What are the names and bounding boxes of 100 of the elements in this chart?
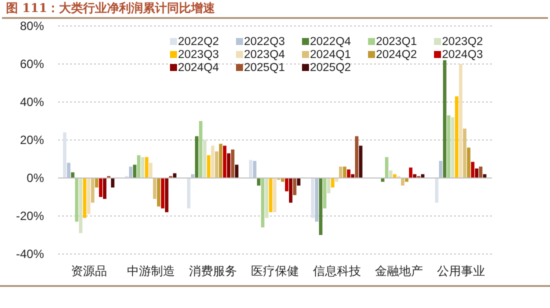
bar (339, 166, 342, 178)
bar (443, 60, 446, 178)
chart-title: 图 111：大类行业净利润累计同比增速 (6, 0, 216, 17)
legend-label: 2022Q3 (244, 36, 285, 48)
bar (265, 178, 268, 218)
bar (447, 115, 450, 178)
bar (439, 160, 442, 178)
bar (231, 150, 234, 178)
bar (385, 157, 388, 178)
bar (311, 178, 314, 218)
bar (467, 148, 470, 178)
bar (165, 178, 168, 212)
bar (261, 178, 264, 228)
bar (87, 178, 90, 214)
bar (335, 178, 338, 182)
legend-label: 2022Q2 (178, 36, 219, 48)
bar (63, 132, 66, 178)
legend-label: 2023Q1 (376, 36, 417, 48)
bar (111, 178, 114, 188)
bar (99, 178, 102, 197)
bar (435, 178, 438, 203)
y-tick-label: -20% (16, 209, 44, 223)
bar (405, 178, 408, 182)
bar (191, 174, 194, 178)
bar (83, 178, 86, 218)
bar (381, 178, 384, 182)
bar (195, 136, 198, 178)
bar (409, 168, 412, 178)
bar (219, 144, 222, 178)
bar (323, 178, 326, 208)
bar (203, 140, 206, 178)
bar (273, 178, 276, 212)
bar (459, 64, 462, 178)
bar (149, 162, 152, 178)
bar (129, 166, 132, 178)
legend-label: 2023Q2 (442, 36, 483, 48)
bar (285, 178, 288, 192)
bar (199, 121, 202, 178)
legend-label: 2024Q4 (178, 62, 220, 74)
bar (223, 146, 226, 178)
legend-label: 2024Q3 (442, 49, 483, 61)
bar (145, 157, 148, 178)
bar (413, 174, 416, 178)
bar (471, 162, 474, 178)
y-tick-label: 80% (20, 19, 44, 33)
bar (463, 128, 466, 178)
bar (157, 178, 160, 206)
bar (355, 136, 358, 178)
bar (137, 155, 140, 178)
legend-label: 2023Q4 (244, 49, 286, 61)
bar (475, 168, 478, 178)
bar (67, 162, 70, 178)
bar (289, 178, 292, 203)
legend-label: 2022Q4 (310, 36, 352, 48)
bar (479, 166, 482, 178)
bar (211, 146, 214, 178)
bar (187, 178, 190, 208)
bar (91, 178, 94, 203)
bar (327, 178, 330, 194)
bar (297, 178, 300, 186)
bar (215, 151, 218, 178)
bar (235, 164, 238, 178)
bar (75, 178, 78, 222)
x-tick-label: 金融地产 (375, 264, 423, 278)
bar (257, 178, 260, 186)
bar (269, 178, 272, 212)
bar (253, 160, 256, 178)
x-tick-label: 信息科技 (313, 264, 361, 278)
y-tick-label: 40% (20, 95, 44, 109)
legend-label: 2025Q2 (310, 62, 351, 74)
bar (153, 178, 156, 199)
bar (103, 178, 106, 199)
legend-label: 2023Q3 (178, 49, 219, 61)
bar (451, 117, 454, 178)
y-tick-label: -40% (16, 247, 44, 261)
bar (359, 146, 362, 178)
y-tick-label: 60% (20, 57, 44, 71)
bar (347, 169, 350, 178)
x-tick-label: 医疗保健 (251, 264, 299, 278)
bar (227, 153, 230, 178)
bar (79, 178, 82, 234)
bar (455, 96, 458, 178)
bar (133, 164, 136, 178)
x-tick-label: 公用事业 (437, 264, 485, 278)
y-tick-label: 0% (26, 171, 44, 185)
legend-label: 2024Q2 (376, 49, 417, 61)
bar (281, 178, 284, 182)
bar (249, 160, 252, 178)
bar (141, 157, 144, 178)
bar (351, 174, 354, 178)
bar (331, 178, 334, 188)
bar (319, 178, 322, 235)
bar (95, 178, 98, 188)
bar (161, 178, 164, 208)
bar (483, 174, 486, 178)
bar (315, 178, 318, 222)
y-tick-label: 20% (20, 133, 44, 147)
legend-label: 2024Q1 (310, 49, 351, 61)
bar (393, 174, 396, 178)
legend-label: 2025Q1 (244, 62, 285, 74)
